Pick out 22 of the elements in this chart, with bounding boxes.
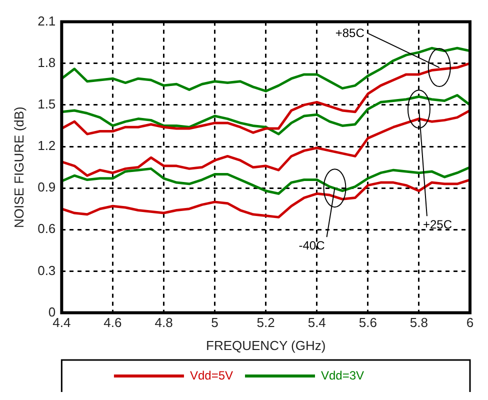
x-tick-label: 5.4: [308, 315, 326, 330]
y-tick-label: 0.6: [38, 221, 56, 236]
annotation: +85C: [335, 26, 365, 40]
x-tick-label: 5.6: [358, 315, 377, 330]
x-tick-label: 5.8: [410, 315, 428, 330]
y-tick-label: 1.5: [38, 96, 56, 112]
y-tick-label: 2.1: [38, 13, 56, 28]
annotation: -40C: [298, 238, 326, 252]
x-tick-label: 4.6: [104, 315, 122, 330]
x-tick-label: 5.2: [256, 315, 275, 330]
y-tick-label: 0.3: [38, 262, 56, 278]
text: Vdd=3V: [321, 368, 364, 382]
x-tick-label: 4.8: [154, 315, 173, 330]
y-tick-label: 1.2: [38, 138, 56, 154]
y-tick-label: 1.8: [38, 54, 56, 70]
x-axis-title: FREQUENCY (GHz): [206, 338, 326, 353]
x-tick-label: 6: [466, 315, 474, 330]
annotation: +25C: [422, 217, 452, 232]
y-axis-title: NOISE FIGURE (dB): [11, 106, 26, 228]
x-tick-label: 5: [211, 315, 218, 330]
y-tick-label: 0.9: [38, 180, 56, 195]
text: Vdd=5V: [190, 368, 234, 382]
